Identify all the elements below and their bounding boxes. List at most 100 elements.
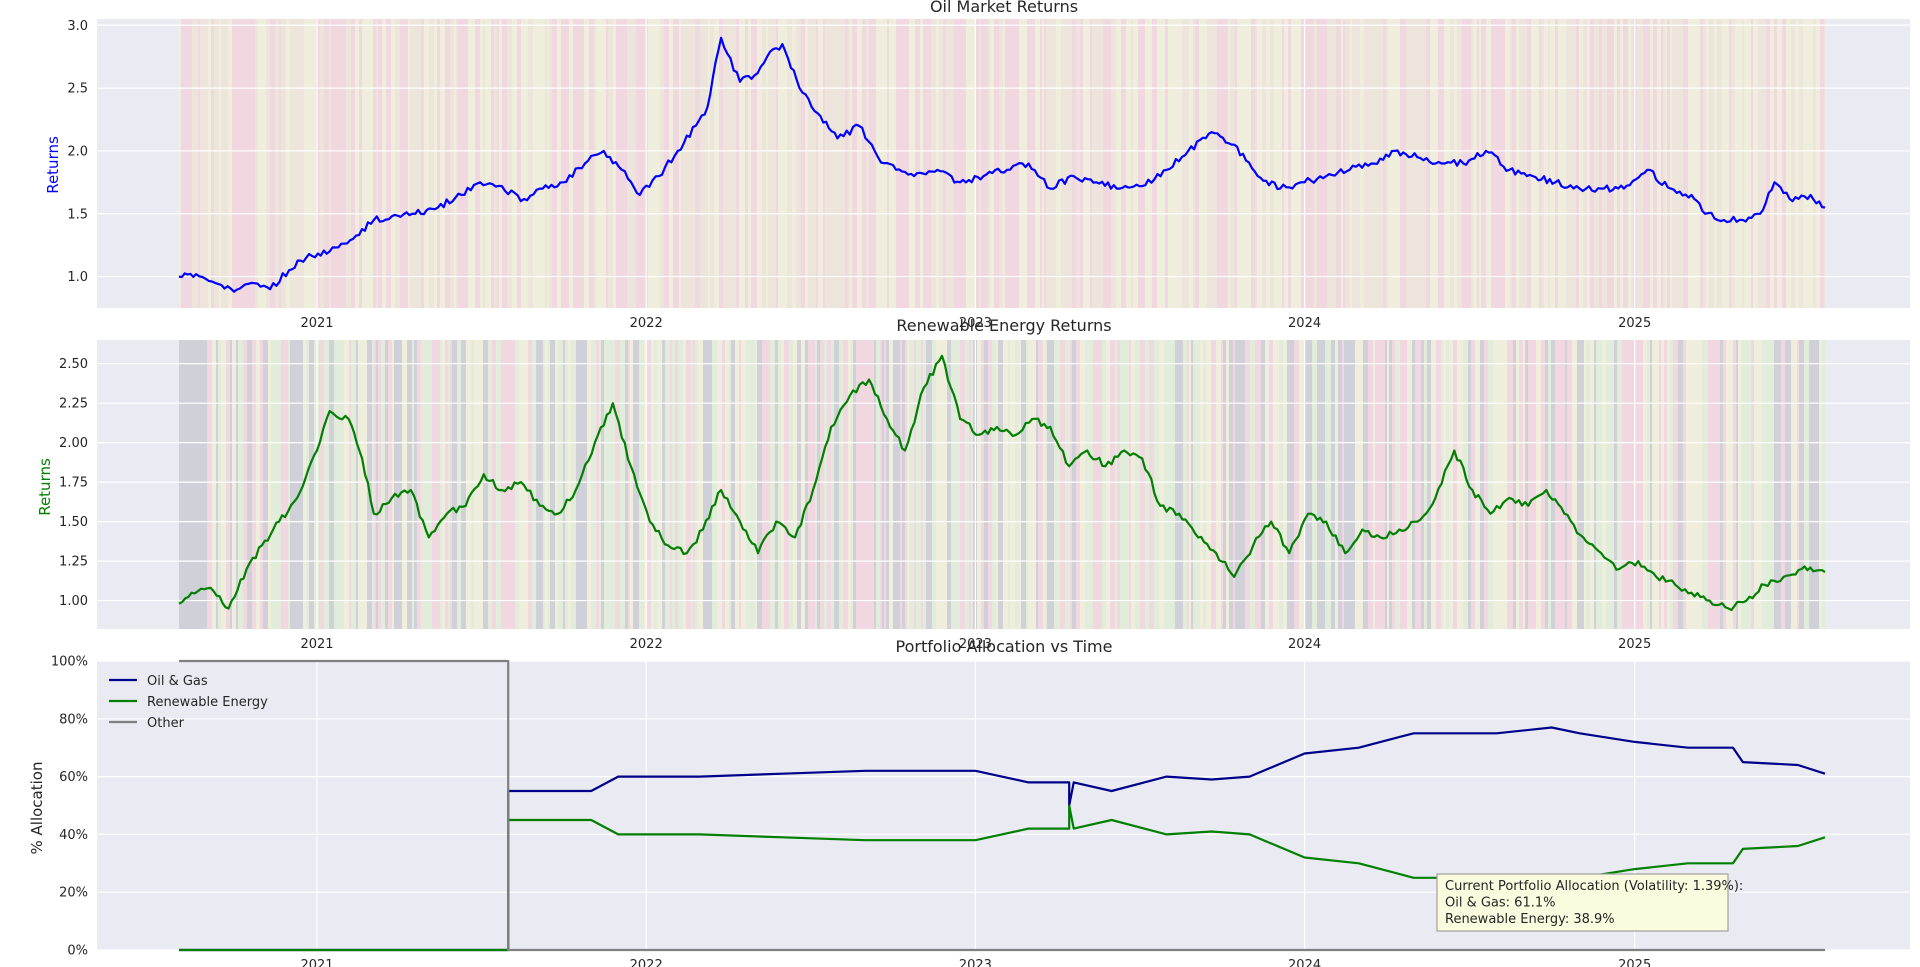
annotation-box (1436, 873, 1729, 932)
regime-band (221, 19, 223, 308)
regime-band (545, 340, 548, 629)
regime-band (429, 19, 434, 308)
regime-band (395, 19, 400, 308)
regime-band (825, 19, 830, 308)
regime-band (856, 340, 858, 629)
regime-band (1640, 340, 1643, 629)
regime-band (757, 340, 762, 629)
regime-band (610, 340, 615, 629)
regime-band (443, 19, 445, 308)
regime-band (555, 340, 558, 629)
regime-band (475, 19, 480, 308)
regime-band (1357, 19, 1360, 308)
regime-band (955, 340, 960, 629)
regime-band (181, 19, 184, 308)
regime-band (1561, 340, 1565, 629)
regime-band (1427, 340, 1431, 629)
regime-band (1250, 340, 1255, 629)
regime-band (725, 340, 729, 629)
regime-band (538, 340, 543, 629)
regime-band (1819, 340, 1822, 629)
regime-band (402, 340, 407, 629)
regime-band (1043, 340, 1045, 629)
regime-band (1276, 340, 1279, 629)
regime-band (552, 19, 557, 308)
regime-band (1726, 19, 1729, 308)
regime-band (1182, 19, 1185, 308)
regime-band (184, 19, 188, 308)
regime-band (1650, 340, 1652, 629)
regime-band (843, 340, 848, 629)
regime-band (716, 19, 719, 308)
regime-band (869, 340, 874, 629)
regime-band (1125, 340, 1129, 629)
regime-band (1431, 340, 1436, 629)
regime-band (1026, 340, 1028, 629)
regime-band (1228, 19, 1230, 308)
regime-band (1407, 340, 1412, 629)
regime-band (719, 19, 723, 308)
regime-band (662, 340, 665, 629)
regime-band (1323, 19, 1327, 308)
regime-band (1164, 340, 1169, 629)
regime-band (1661, 340, 1664, 629)
y-tick-label: 2.50 (59, 357, 88, 372)
regime-band (729, 340, 731, 629)
regime-band (1191, 19, 1193, 308)
regime-band (1577, 340, 1581, 629)
regime-band (276, 340, 281, 629)
regime-band (218, 340, 221, 629)
regime-band (695, 19, 700, 308)
regime-band (255, 19, 258, 308)
regime-band (1484, 340, 1486, 629)
annotation-line: Renewable Energy: 38.9% (1445, 912, 1615, 927)
regime-band (1085, 340, 1089, 629)
regime-band (1229, 340, 1233, 629)
regime-band (637, 340, 639, 629)
regime-band (900, 340, 902, 629)
regime-band (221, 340, 226, 629)
regime-band (1794, 340, 1797, 629)
regime-band (798, 19, 801, 308)
regime-band (1690, 340, 1695, 629)
regime-band (1557, 340, 1561, 629)
regime-band (1028, 340, 1031, 629)
regime-band (1803, 19, 1807, 308)
regime-band (296, 19, 299, 308)
regime-band (1809, 19, 1813, 308)
x-tick-label: 2022 (630, 637, 663, 652)
allocation-title: Portfolio Allocation vs Time (896, 637, 1113, 656)
regime-band (373, 19, 376, 308)
regime-band (1168, 19, 1173, 308)
y-tick-label: 40% (59, 828, 88, 843)
regime-band (473, 19, 475, 308)
regime-band (1255, 340, 1258, 629)
regime-band (445, 340, 448, 629)
regime-band (1726, 340, 1728, 629)
regime-band (369, 19, 373, 308)
regime-band (1065, 340, 1070, 629)
y-tick-label: 1.50 (59, 515, 88, 530)
regime-band (337, 340, 339, 629)
regime-band (440, 19, 443, 308)
regime-band (1483, 19, 1486, 308)
regime-band (1643, 340, 1645, 629)
regime-band (625, 340, 628, 629)
regime-band (1235, 19, 1237, 308)
regime-band (1206, 340, 1209, 629)
regime-band (775, 340, 778, 629)
regime-band (306, 340, 309, 629)
regime-band (1106, 340, 1110, 629)
regime-band (1253, 19, 1255, 308)
regime-band (1513, 340, 1516, 629)
regime-band (1045, 340, 1047, 629)
regime-band (461, 340, 466, 629)
regime-band (194, 340, 197, 629)
regime-band (1388, 19, 1390, 308)
regime-band (1670, 19, 1672, 308)
regime-band (923, 340, 926, 629)
regime-band (576, 19, 580, 308)
regime-band (1394, 19, 1396, 308)
regime-band (1317, 340, 1321, 629)
regime-band (620, 340, 622, 629)
